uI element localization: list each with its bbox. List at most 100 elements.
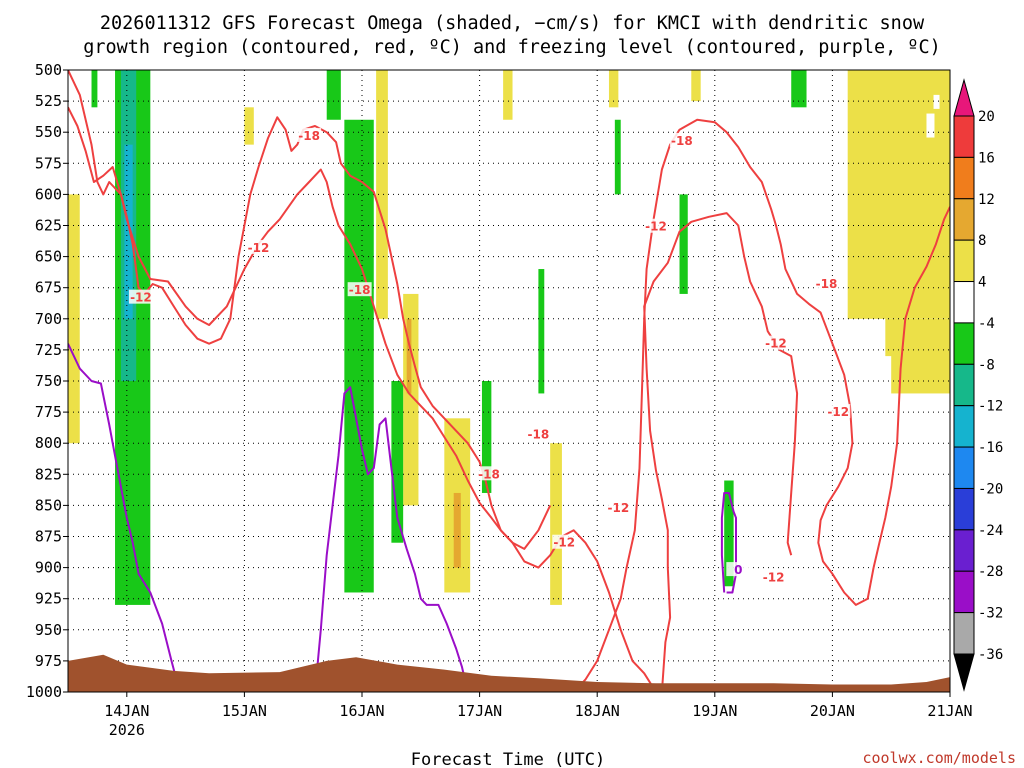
omega-patch: [885, 318, 898, 357]
y-tick-label: 950: [35, 621, 62, 639]
omega-patch: [550, 443, 562, 605]
plot-frame: [67, 69, 951, 693]
contour-label-bg: [826, 404, 851, 419]
x-tick-label: 16JAN: [339, 702, 384, 720]
contour-line: [643, 212, 799, 692]
contour-label: -12: [248, 241, 270, 255]
contour-line: [720, 492, 737, 594]
contour-label-bg: [297, 127, 322, 142]
contour-label-bg: [477, 466, 502, 481]
contour-label-bg: [606, 499, 631, 514]
y-tick-label: 850: [35, 496, 62, 514]
colorbar-label: -16: [978, 440, 1003, 456]
colorbar-label: -24: [978, 523, 1003, 539]
colorbar-segment: [953, 322, 975, 365]
colorbar-segment: [953, 363, 975, 407]
y-tick-label: 575: [35, 154, 62, 172]
y-axis: 500 525 550 575 600 625 650 675 700 725 750 775 800 8…: [26, 61, 68, 701]
omega-patch: [124, 144, 133, 319]
contour-label: -12: [827, 405, 849, 419]
omega-patch: [344, 119, 374, 593]
x-tick-sublabel: 2026: [109, 721, 145, 739]
omega-patch: [91, 70, 98, 108]
y-tick-label: 1000: [26, 683, 62, 701]
y-tick-label: 675: [35, 279, 62, 297]
contour-label-bg: [669, 132, 694, 147]
contour-label-bg: [246, 239, 271, 254]
y-tick-label: 550: [35, 123, 62, 141]
y-tick-label: 725: [35, 341, 62, 359]
y-tick-label: 525: [35, 92, 62, 110]
y-tick-label: 975: [35, 652, 62, 670]
y-tick-label: 900: [35, 559, 62, 577]
contour-line: [68, 70, 552, 550]
colorbar-segment: [953, 570, 975, 614]
colorbar-segment: [953, 405, 975, 448]
y-tick-label: 800: [35, 434, 62, 452]
contour-label: -12: [763, 571, 785, 585]
colorbar-segment: [953, 198, 975, 241]
colorbar-label: -4: [978, 316, 995, 332]
y-tick-label: 775: [35, 403, 62, 421]
colorbar-label: 20: [978, 109, 995, 125]
colorbar-label: -12: [978, 399, 1003, 415]
contour-label-bg: [814, 275, 839, 290]
omega-patch: [791, 70, 807, 108]
x-tick-label: 18JAN: [575, 702, 620, 720]
y-tick-label: 700: [35, 310, 62, 328]
colorbar-label: -8: [978, 357, 995, 373]
contour-label: -12: [765, 337, 787, 351]
contour-label: -12: [608, 501, 630, 515]
contour-label-bg: [726, 562, 751, 577]
colorbar-segment: [953, 156, 975, 200]
contour-label-bg: [526, 426, 551, 441]
colorbar-label: 4: [978, 275, 986, 291]
contour-label-bg: [128, 289, 153, 304]
colorbar: 20 16 12 8 4 -4 -8 -12 -16 -20 -24 -28 -32 -36: [953, 78, 1003, 692]
contour-label-bg: [763, 335, 788, 350]
omega-patch: [391, 381, 404, 543]
contour-label-bg: [761, 569, 786, 584]
omega-patch: [926, 113, 935, 138]
y-tick-label: 825: [35, 465, 62, 483]
contour-label: 0: [734, 563, 742, 577]
y-tick-label: 500: [35, 61, 62, 79]
colorbar-segment: [953, 487, 975, 531]
y-tick-label: 600: [35, 185, 62, 203]
colorbar-label: 8: [978, 233, 986, 249]
x-tick-label: 19JAN: [692, 702, 737, 720]
x-tick-label: 15JAN: [222, 702, 267, 720]
y-tick-label: 650: [35, 248, 62, 266]
colorbar-segment: [953, 529, 975, 572]
colorbar-label: 12: [978, 192, 995, 208]
colorbar-label: 16: [978, 150, 995, 166]
omega-patch: [453, 492, 461, 568]
contour-label-bg: [552, 534, 577, 549]
colorbar-segment: [953, 115, 975, 158]
colorbar-label: -20: [978, 481, 1003, 497]
contour-label-bg: [347, 282, 372, 297]
colorbar-segment: [953, 239, 975, 283]
terrain-surface: [68, 654, 950, 692]
contour-label-bg: [644, 218, 668, 233]
colorbar-segment: [953, 281, 975, 324]
contour-label: -18: [671, 134, 693, 148]
x-tick-label: 21JAN: [927, 702, 972, 720]
omega-patch: [503, 70, 513, 120]
colorbar-bottom-arrow: [953, 653, 975, 692]
chart-title-line-2: growth region (contoured, red, ºC) and f…: [83, 37, 941, 58]
omega-patch: [933, 94, 940, 109]
contour-line: [68, 343, 181, 692]
omega-patch: [538, 269, 545, 394]
contour-label: -18: [478, 467, 500, 481]
omega-patch: [724, 480, 734, 587]
contour-labels: -18 -18 -18 -18 -18 -18 -12 -12 -12 -12 -12 -12 -12 -…: [128, 127, 851, 585]
omega-patch: [679, 194, 688, 294]
x-tick-label: 20JAN: [810, 702, 855, 720]
y-tick-label: 925: [35, 590, 62, 608]
omega-patch: [406, 318, 412, 394]
terrain-fill: [68, 654, 950, 692]
contour-label: -18: [528, 427, 550, 441]
